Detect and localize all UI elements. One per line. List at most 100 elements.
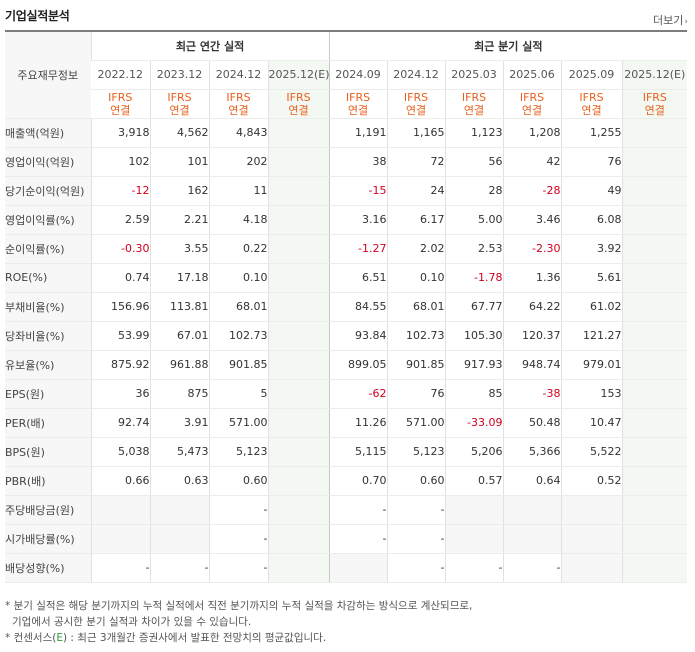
table-cell [560, 524, 623, 554]
table-cell: 102.73 [386, 321, 446, 351]
table-cell: 0.60 [208, 466, 268, 496]
table-cell [621, 321, 688, 351]
table-row: 영업이익률(%) 2.59 2.21 4.18 3.16 6.17 5.00 3.46 6.08 [5, 205, 688, 235]
table-cell: 2.59 [90, 205, 150, 235]
table-cell [621, 205, 688, 235]
table-cell [267, 234, 330, 264]
table-row: 유보율(%) 875.92 961.88 901.85 899.05 901.85 917.… [5, 350, 688, 380]
table-cell [267, 292, 330, 322]
table-row: 시가배당률(%) - - - [5, 524, 688, 554]
group-quarter: 최근 분기 실적 [328, 31, 688, 61]
table-row: PER(배) 92.74 3.91 571.00 11.26 571.00 -33.09 50… [5, 408, 688, 438]
table-cell [267, 350, 330, 380]
ifrs-label: IFRS 연결 [386, 89, 446, 119]
table-cell [621, 118, 688, 148]
table-cell: 24 [386, 176, 446, 206]
row-label: 영업이익률(%) [5, 205, 91, 235]
table-cell [267, 408, 330, 438]
table-cell: 979.01 [560, 350, 623, 380]
row-label: BPS(원) [5, 437, 91, 467]
table-cell: 901.85 [386, 350, 446, 380]
row-header-label: 주요재무정보 [5, 31, 91, 119]
table-cell: 3.92 [560, 234, 623, 264]
table-cell: -1.27 [328, 234, 388, 264]
table-cell [621, 292, 688, 322]
table-row: EPS(원) 36 875 5 -62 76 85 -38 153 [5, 379, 688, 409]
table-cell [444, 524, 504, 554]
table-row: 영업이익(억원) 102 101 202 38 72 56 42 76 [5, 147, 688, 177]
table-cell: 5 [208, 379, 268, 409]
table-cell: 0.66 [90, 466, 150, 496]
table-cell: 67.01 [149, 321, 209, 351]
table-row: BPS(원) 5,038 5,473 5,123 5,115 5,123 5,206 5,36… [5, 437, 688, 467]
table-cell: 101 [149, 147, 209, 177]
more-label[interactable]: 더보기 [653, 14, 684, 27]
table-row: 배당성향(%) - - - - - - [5, 553, 688, 583]
table-cell: - [386, 495, 446, 525]
table-cell: 64.22 [502, 292, 562, 322]
table-cell: - [386, 524, 446, 554]
table-cell: - [328, 524, 388, 554]
table-cell: 120.37 [502, 321, 562, 351]
table-cell [621, 379, 688, 409]
table-cell [149, 495, 209, 525]
section-header: 기업실적분석 더보기› [0, 0, 695, 30]
table-cell: 0.63 [149, 466, 209, 496]
table-cell: 3.16 [328, 205, 388, 235]
table-cell: 92.74 [90, 408, 150, 438]
table-cell [328, 553, 388, 583]
row-label: 매출액(억원) [5, 118, 91, 148]
table-cell: 2.53 [444, 234, 504, 264]
section-title: 기업실적분석 [5, 9, 70, 23]
table-cell [149, 524, 209, 554]
financial-table: 주요재무정보 최근 연간 실적 최근 분기 실적 2022.12 2023.12 2… [5, 30, 688, 583]
table-cell: 68.01 [208, 292, 268, 322]
table-cell: -62 [328, 379, 388, 409]
table-row: 당기순이익(억원) -12 162 11 -15 24 28 -28 49 [5, 176, 688, 206]
chevron-right-icon: › [684, 17, 688, 27]
table-cell: 202 [208, 147, 268, 177]
table-cell: 105.30 [444, 321, 504, 351]
table-cell: - [208, 553, 268, 583]
table-cell: 875.92 [90, 350, 150, 380]
table-cell [267, 147, 330, 177]
table-cell: 84.55 [328, 292, 388, 322]
period-header: 2025.06 [502, 60, 562, 90]
row-label: 당좌비율(%) [5, 321, 91, 351]
table-cell: -1.78 [444, 263, 504, 293]
table-cell [267, 495, 330, 525]
table-cell: 10.47 [560, 408, 623, 438]
table-cell [267, 176, 330, 206]
table-cell [267, 466, 330, 496]
table-cell [621, 466, 688, 496]
table-cell: -15 [328, 176, 388, 206]
table-cell: 42 [502, 147, 562, 177]
table-cell [90, 495, 150, 525]
table-cell: 156.96 [90, 292, 150, 322]
table-cell: 6.08 [560, 205, 623, 235]
table-cell: 68.01 [386, 292, 446, 322]
table-cell: -12 [90, 176, 150, 206]
table-cell: 3.91 [149, 408, 209, 438]
table-cell: 72 [386, 147, 446, 177]
row-label: EPS(원) [5, 379, 91, 409]
table-cell [444, 495, 504, 525]
table-cell: 6.17 [386, 205, 446, 235]
table-cell: - [444, 553, 504, 583]
more-link[interactable]: 더보기› [653, 12, 688, 28]
row-label: 유보율(%) [5, 350, 91, 380]
table-cell [267, 321, 330, 351]
table-cell: 5,522 [560, 437, 623, 467]
table-cell: 0.52 [560, 466, 623, 496]
table-cell: 56 [444, 147, 504, 177]
table-cell: 571.00 [208, 408, 268, 438]
ifrs-label: IFRS 연결 [502, 89, 562, 119]
table-cell [560, 553, 623, 583]
table-cell: - [328, 495, 388, 525]
table-cell [267, 437, 330, 467]
table-cell: - [208, 524, 268, 554]
table-cell: 61.02 [560, 292, 623, 322]
table-cell [267, 524, 330, 554]
table-cell [267, 379, 330, 409]
ifrs-label: IFRS 연결 [560, 89, 623, 119]
